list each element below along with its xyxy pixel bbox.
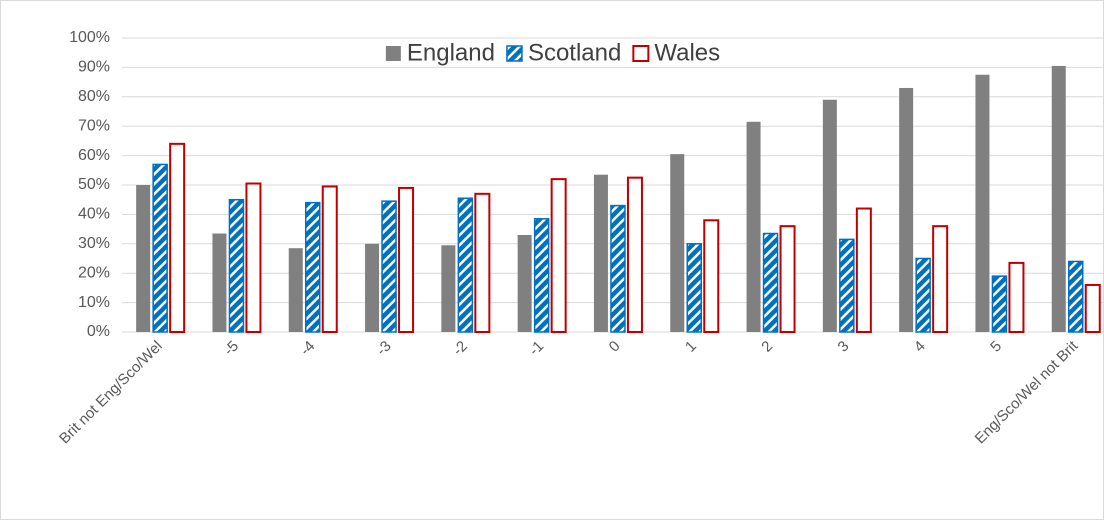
bar	[991, 275, 1008, 333]
legend-label: England	[407, 39, 495, 66]
bar	[703, 219, 720, 333]
y-tick-label: 90%	[78, 59, 110, 76]
legend-label: Wales	[654, 39, 720, 66]
bar	[1008, 261, 1025, 333]
bar	[1051, 65, 1066, 333]
bar	[1068, 260, 1084, 333]
bar	[779, 225, 796, 333]
bar	[212, 233, 227, 332]
bar	[245, 182, 262, 333]
bar	[593, 174, 608, 332]
bar	[839, 238, 855, 333]
bar	[305, 201, 321, 333]
bar	[365, 243, 380, 332]
legend-swatch	[385, 46, 401, 61]
bar	[517, 234, 532, 332]
legend-label: Scotland	[528, 39, 621, 66]
bar	[686, 243, 702, 333]
bar	[398, 186, 415, 333]
legend-swatch	[506, 45, 523, 62]
bar	[626, 176, 643, 333]
bar	[381, 200, 397, 333]
bar	[762, 232, 779, 333]
bar	[533, 218, 550, 333]
bar	[670, 154, 685, 332]
y-tick-label: 70%	[78, 117, 110, 134]
bar	[855, 207, 872, 334]
y-tick-label: 60%	[78, 147, 110, 164]
bar	[1084, 283, 1101, 333]
bar	[899, 87, 914, 332]
y-tick-label: 20%	[78, 264, 110, 281]
y-tick-label: 10%	[78, 294, 110, 311]
bar	[610, 204, 626, 333]
bar	[169, 142, 186, 333]
y-tick-label: 80%	[78, 88, 110, 105]
bar	[550, 178, 567, 333]
y-tick-label: 0%	[87, 323, 110, 340]
y-tick-label: 40%	[78, 206, 110, 223]
bar	[228, 198, 245, 333]
y-tick-label: 50%	[78, 176, 110, 193]
bar	[457, 197, 474, 333]
bar	[288, 248, 303, 332]
bar	[746, 121, 761, 332]
bar	[975, 74, 990, 332]
y-tick-label: 100%	[69, 29, 110, 46]
bar	[822, 99, 837, 333]
y-tick-label: 30%	[78, 235, 110, 252]
bar	[152, 163, 168, 333]
bar	[441, 245, 456, 332]
bar	[321, 185, 338, 333]
bar	[474, 192, 491, 333]
bar	[136, 185, 151, 332]
bar	[932, 225, 949, 333]
bar	[915, 257, 931, 333]
legend-swatch	[632, 45, 650, 62]
